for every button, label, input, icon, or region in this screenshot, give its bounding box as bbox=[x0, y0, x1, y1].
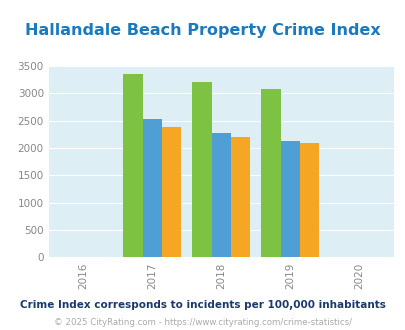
Bar bbox=[142, 119, 162, 257]
Bar bbox=[299, 143, 318, 257]
Bar bbox=[230, 137, 249, 257]
Bar bbox=[211, 133, 230, 257]
Text: Hallandale Beach Property Crime Index: Hallandale Beach Property Crime Index bbox=[25, 23, 380, 38]
Bar bbox=[280, 141, 299, 257]
Text: © 2025 CityRating.com - https://www.cityrating.com/crime-statistics/: © 2025 CityRating.com - https://www.city… bbox=[54, 318, 351, 327]
Bar bbox=[123, 74, 142, 257]
Text: Crime Index corresponds to incidents per 100,000 inhabitants: Crime Index corresponds to incidents per… bbox=[20, 300, 385, 310]
Bar bbox=[162, 127, 181, 257]
Bar bbox=[192, 82, 211, 257]
Bar bbox=[261, 89, 280, 257]
